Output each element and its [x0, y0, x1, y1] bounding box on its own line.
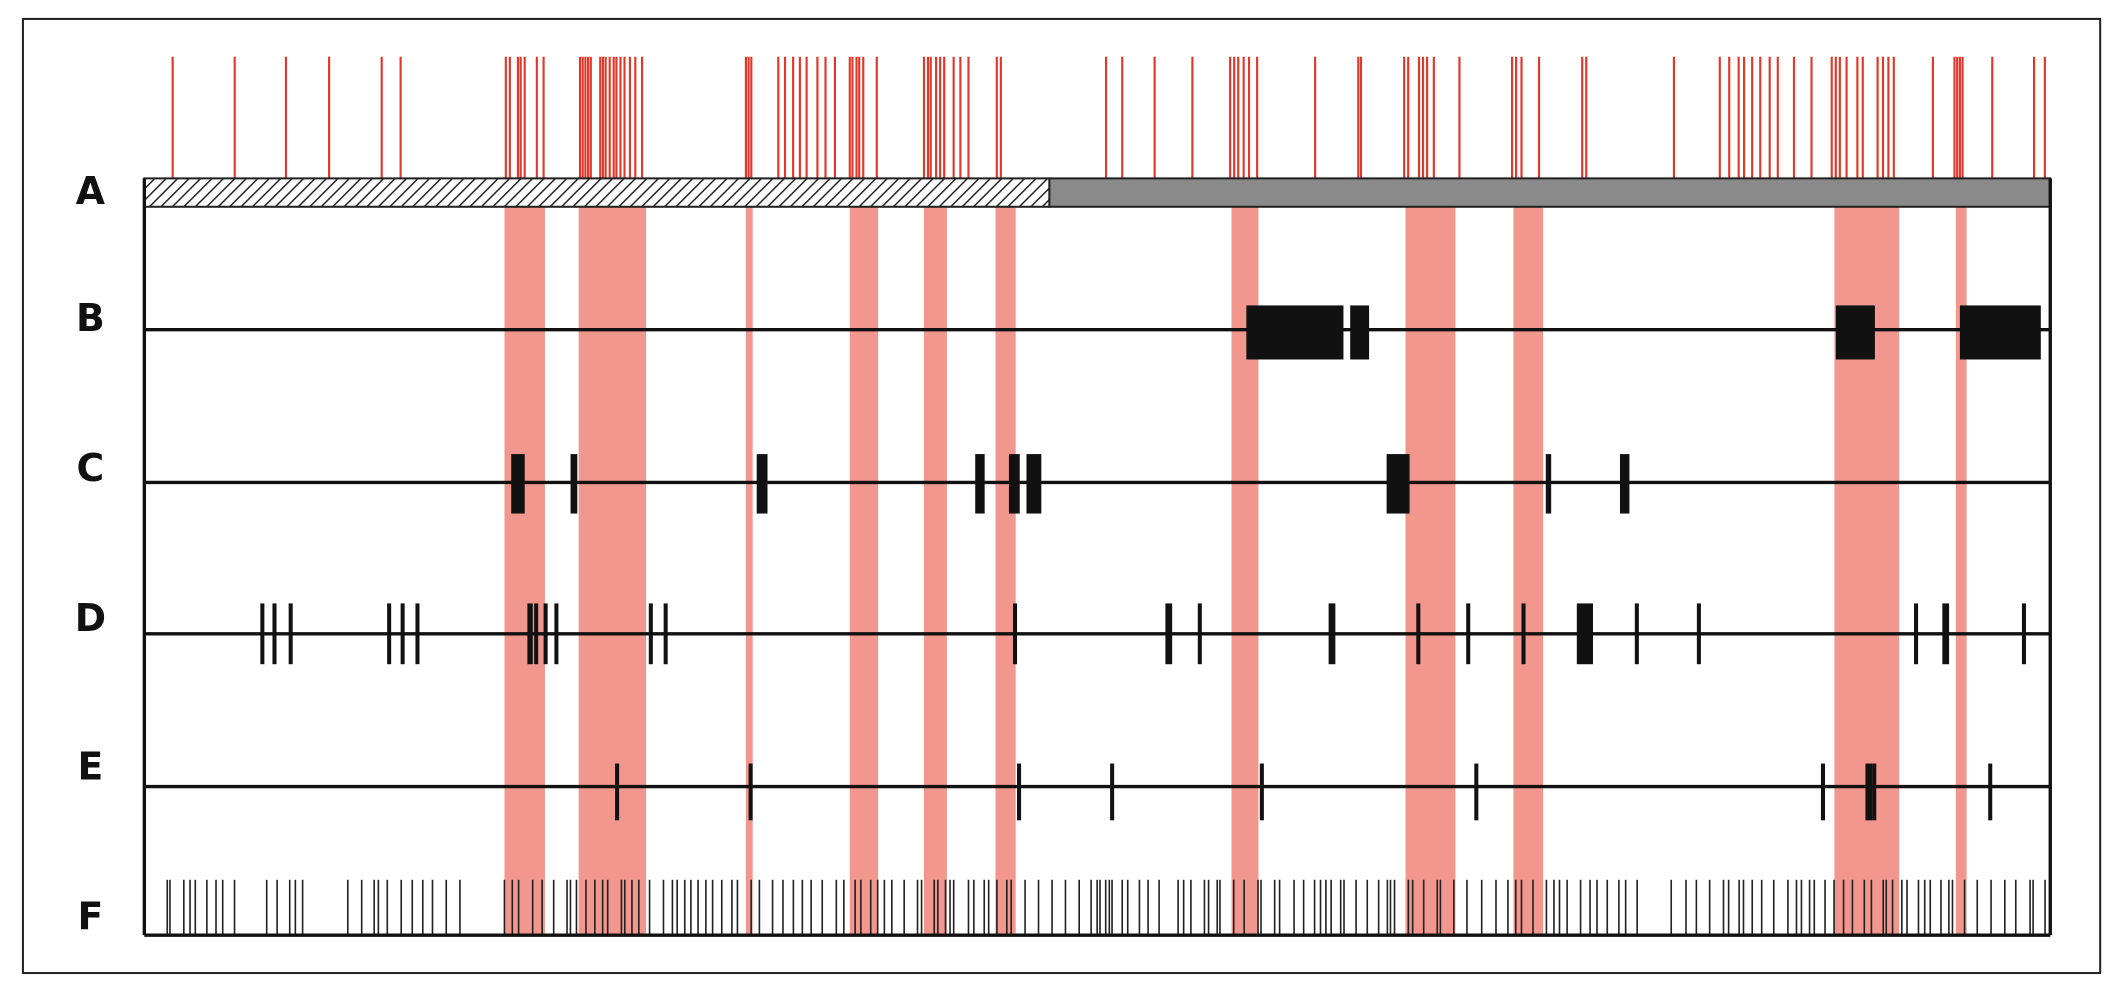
row-label: D [75, 596, 106, 640]
highlight-band [1955, 206, 1967, 936]
row-label: C [77, 446, 105, 490]
event-block [511, 454, 525, 514]
row-label: E [77, 744, 103, 788]
event-block [1008, 454, 1020, 514]
event-block [1959, 305, 2041, 360]
event-block [570, 454, 578, 514]
event-block [554, 603, 559, 665]
event-block [1820, 763, 1825, 821]
event-block [1942, 603, 1950, 665]
event-block [1328, 603, 1336, 665]
event-block [1246, 305, 1344, 360]
event-block [272, 603, 277, 665]
highlight-bands [504, 206, 1967, 936]
event-block [1012, 603, 1018, 665]
event-block [1835, 305, 1875, 360]
highlight-band [1513, 206, 1544, 936]
row-a-hatched [143, 177, 1051, 208]
row-label: F [77, 894, 103, 938]
event-block [1634, 603, 1639, 665]
event-block [975, 454, 985, 514]
event-block [663, 603, 668, 665]
highlight-band [745, 206, 753, 936]
event-block [1545, 454, 1552, 514]
event-block [543, 603, 548, 665]
event-block [534, 603, 539, 665]
row-a-solid [1048, 177, 2052, 208]
event-block [400, 603, 405, 665]
event-block [1988, 763, 1993, 821]
event-block [288, 603, 293, 665]
event-block [756, 454, 768, 514]
marks [144, 56, 2051, 936]
event-block [527, 603, 533, 665]
event-block [1619, 454, 1630, 514]
event-block [1865, 763, 1873, 821]
event-block [1165, 603, 1173, 665]
highlight-band [923, 206, 947, 936]
event-block [387, 603, 392, 665]
outer-frame [21, 17, 2102, 975]
highlight-band [1405, 206, 1456, 936]
event-block [1350, 305, 1370, 360]
row-label: B [76, 296, 105, 340]
event-block [1696, 603, 1701, 665]
event-block [1026, 454, 1042, 514]
event-block [1197, 603, 1202, 665]
event-block [1416, 603, 1421, 665]
event-block [748, 763, 753, 821]
event-block [415, 603, 420, 665]
event-block [615, 763, 620, 821]
event-block [1259, 763, 1264, 821]
event-block [1872, 763, 1877, 821]
event-block [648, 603, 653, 665]
highlight-band [995, 206, 1016, 936]
event-block [1386, 454, 1410, 514]
event-block [1914, 603, 1919, 665]
event-block [1576, 603, 1593, 665]
highlight-band [504, 206, 545, 936]
row-label: A [76, 169, 106, 213]
event-block [1017, 763, 1022, 821]
highlight-band [578, 206, 647, 936]
event-block [1474, 763, 1479, 821]
event-block [260, 603, 265, 665]
event-block [1466, 603, 1471, 665]
event-block [1110, 763, 1115, 821]
event-block [1521, 603, 1526, 665]
highlight-band [849, 206, 879, 936]
event-block [2021, 603, 2026, 665]
